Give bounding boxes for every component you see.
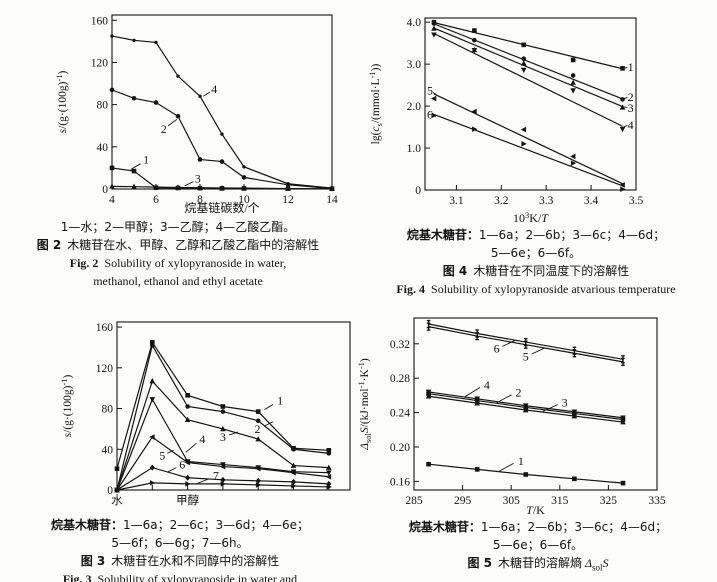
svg-text:4: 4 <box>109 194 115 206</box>
fig3-caption-cn: 图 3 木糖苷在水和不同醇中的溶解性 <box>80 554 280 568</box>
svg-text:335: 335 <box>648 495 666 507</box>
fig2-caption-cn: 图 2 木糖苷在水、甲醇、乙醇和乙酸乙酯中的溶解性 <box>36 238 320 252</box>
svg-text:T/K: T/K <box>526 503 545 517</box>
fig4-series-legend: 烷基木糖苷：1—6a；2—6b；3—6c；4—6d； <box>406 228 666 242</box>
svg-text:120: 120 <box>91 57 109 69</box>
figure-2-block: 4 6 8 10 12 14 0 40 80 120 160 烷基链碳数/个 s/(g·(100g)-1… <box>0 0 358 296</box>
fig3-captions: 烷基木糖苷：1—6a；2—6c；3—6d；4—6e； 5—6f；6—6g；7—6… <box>12 516 348 582</box>
svg-text:8: 8 <box>197 194 203 206</box>
fig5-series-legend: 烷基木糖苷：1—6a；2—6b；3—6c；4—6d； <box>408 520 668 534</box>
svg-text:s/(g·(100g)-1): s/(g·(100g)-1) <box>59 375 74 438</box>
svg-text:80: 80 <box>97 100 109 112</box>
svg-text:1: 1 <box>143 152 149 166</box>
svg-text:0: 0 <box>102 184 108 196</box>
svg-text:1.0: 1.0 <box>407 143 422 155</box>
svg-text:甲醇: 甲醇 <box>176 493 199 507</box>
figure-3-block: 水 甲醇 0 40 80 120 160 s/(g·(100g)-1) 1 2 3 4 5 6 7 烷基木糖… <box>0 296 358 582</box>
svg-text:ΔsolS/(kJ·mol-1·K-1): ΔsolS/(kJ·mol-1·K-1) <box>356 358 373 451</box>
fig5-captions: 烷基木糖苷：1—6a；2—6b；3—6c；4—6d； 5—6e；6—6f。 图 … <box>368 518 708 576</box>
svg-text:160: 160 <box>96 322 114 334</box>
svg-text:0: 0 <box>107 485 113 497</box>
fig3-series-legend: 烷基木糖苷：1—6a；2—6c；3—6d；4—6e； <box>50 518 310 532</box>
svg-text:4.0: 4.0 <box>407 17 422 29</box>
svg-text:3.3: 3.3 <box>539 195 554 207</box>
svg-text:3: 3 <box>562 395 568 409</box>
svg-text:5: 5 <box>159 448 165 462</box>
svg-text:3: 3 <box>220 430 226 444</box>
svg-text:12: 12 <box>282 194 294 206</box>
svg-text:1: 1 <box>277 393 283 407</box>
svg-text:120: 120 <box>96 363 114 375</box>
svg-text:s/(g·(100g)-1): s/(g·(100g)-1) <box>54 71 69 134</box>
svg-text:0: 0 <box>415 185 421 197</box>
svg-text:2: 2 <box>515 385 521 399</box>
svg-text:3: 3 <box>195 171 201 185</box>
svg-text:14: 14 <box>326 194 338 206</box>
fig3-caption-en: Fig. 3 Solubility of xylopyranoside in wa… <box>62 572 298 582</box>
svg-text:160: 160 <box>91 15 109 27</box>
fig4-captions: 烷基木糖苷：1—6a；2—6b；3—6c；4—6d； 5—6e；6—6f。 图 … <box>366 226 706 298</box>
svg-text:6: 6 <box>179 458 185 472</box>
svg-text:0.28: 0.28 <box>390 373 410 385</box>
svg-text:2.0: 2.0 <box>407 101 422 113</box>
svg-text:0.20: 0.20 <box>390 442 410 454</box>
svg-text:295: 295 <box>454 495 472 507</box>
fig5-caption-cn: 图 5 木糖苷的溶解熵 ΔsolS <box>467 556 609 573</box>
svg-text:3.2: 3.2 <box>494 195 509 207</box>
svg-text:4: 4 <box>628 118 634 132</box>
svg-text:3: 3 <box>628 101 634 115</box>
svg-text:1: 1 <box>518 454 524 468</box>
figure-4-block: 3.1 3.2 3.3 3.4 3.5 0 1.0 2.0 3.0 4.0 103K/T lg(cs/… <box>358 0 717 296</box>
fig5-series-legend-2: 5—6e；6—6f。 <box>492 538 584 552</box>
svg-text:5: 5 <box>523 349 529 363</box>
fig2-caption-en-2: methanol, ethanol and ethyl acetate <box>93 274 263 288</box>
fig4-caption-cn: 图 4 木糖苷在不同温度下的溶解性 <box>442 264 630 278</box>
fig4-series-legend-2: 5—6e；6—6f。 <box>490 246 582 260</box>
fig3-series-legend-2: 5—6f；6—6g；7—6h。 <box>111 536 249 550</box>
svg-text:2: 2 <box>161 122 167 136</box>
fig5-solution-entropy-chart: 285 295 305 315 325 3350.160.200.240.280.32T/… <box>356 317 666 517</box>
svg-text:2: 2 <box>255 422 261 436</box>
svg-text:103K/T: 103K/T <box>513 210 549 225</box>
svg-text:4: 4 <box>484 378 490 392</box>
svg-text:40: 40 <box>102 444 114 456</box>
svg-text:6: 6 <box>494 342 500 356</box>
svg-text:325: 325 <box>600 495 618 507</box>
svg-text:6: 6 <box>153 194 159 206</box>
svg-text:lg(cs/(mmol·L-1)): lg(cs/(mmol·L-1)) <box>367 63 384 144</box>
svg-text:3.0: 3.0 <box>407 59 422 71</box>
svg-text:1: 1 <box>628 60 634 74</box>
fig2-captions: 1—水；2—甲醇；3—乙醇；4—乙酸乙酯。 图 2 木糖苷在水、甲醇、乙醇和乙酸乙… <box>10 218 346 290</box>
svg-text:0.32: 0.32 <box>390 339 410 351</box>
svg-text:烷基链碳数/个: 烷基链碳数/个 <box>184 200 259 215</box>
fig3-solubility-alcohols-chart: 水 甲醇 0 40 80 120 160 s/(g·(100g)-1) 1 2 3 4 56 7 <box>59 321 351 507</box>
svg-text:285: 285 <box>405 495 423 507</box>
svg-text:305: 305 <box>503 495 521 507</box>
svg-text:2: 2 <box>628 90 634 104</box>
fig2-solubility-solvents-chart: 4 6 8 10 12 1404080120160烷基链碳数/个s/(g·(100g)-1… <box>54 14 338 215</box>
svg-text:4: 4 <box>199 432 205 446</box>
fig2-caption-en: Fig. 2 Solubility of xylopyranoside in wa… <box>69 256 287 270</box>
svg-text:6: 6 <box>427 107 433 121</box>
svg-text:40: 40 <box>97 142 109 154</box>
svg-text:3.4: 3.4 <box>584 195 599 207</box>
svg-text:80: 80 <box>102 404 114 416</box>
svg-text:315: 315 <box>551 495 569 507</box>
svg-text:7: 7 <box>213 469 219 483</box>
svg-text:10: 10 <box>238 194 250 206</box>
svg-text:水: 水 <box>111 494 123 507</box>
svg-text:3.1: 3.1 <box>449 195 464 207</box>
svg-text:4: 4 <box>211 82 217 96</box>
svg-text:0.16: 0.16 <box>390 476 410 488</box>
fig2-series-legend: 1—水；2—甲醇；3—乙醇；4—乙酸乙酯。 <box>60 220 296 234</box>
svg-text:3.5: 3.5 <box>629 195 644 207</box>
fig4-caption-en: Fig. 4 Solubility of xylopyranoside atvar… <box>396 282 676 296</box>
svg-text:5: 5 <box>427 84 433 98</box>
svg-text:0.24: 0.24 <box>390 408 410 420</box>
figure-5-block: 285 295 305 315 325 335 0.16 0.20 0.24 0.28 0.32 T/… <box>356 296 717 582</box>
fig4-vant-hoff-chart: 3.1 3.2 3.3 3.4 3.5 0 1.0 2.0 3.0 4.0 103K/T lg(cs/… <box>367 17 644 225</box>
